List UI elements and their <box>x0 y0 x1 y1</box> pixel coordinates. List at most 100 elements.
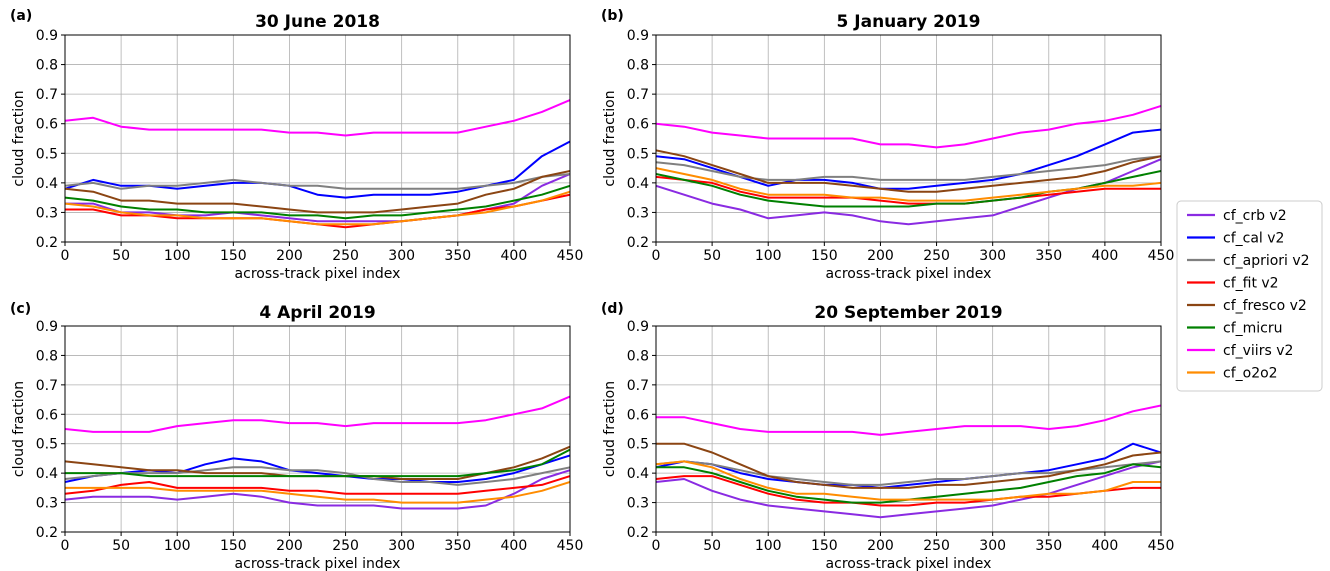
y-tick-label: 0.4 <box>627 466 649 482</box>
legend-label: cf_micru <box>1223 321 1282 337</box>
y-axis-label: cloud fraction <box>602 90 618 186</box>
x-tick-label: 50 <box>112 538 130 554</box>
plot-frame <box>64 325 571 533</box>
series-group <box>656 404 1161 519</box>
panel-title: 20 September 2019 <box>814 303 1002 323</box>
series-group <box>656 105 1161 226</box>
y-tick-label: 0.6 <box>627 407 649 423</box>
y-tick-label: 0.7 <box>36 87 58 103</box>
x-tick-label: 450 <box>1148 248 1175 264</box>
legend-item: cf_o2o2 <box>1187 366 1278 382</box>
legend-label: cf_fresco v2 <box>1223 298 1307 314</box>
legend-label: cf_apriori v2 <box>1223 253 1310 269</box>
x-tick-label: 100 <box>164 538 191 554</box>
x-tick-label: 0 <box>652 538 661 554</box>
x-tick-label: 350 <box>444 248 471 264</box>
series-line-cf-fit-v2 <box>65 475 570 495</box>
legend-item: cf_micru <box>1187 321 1282 337</box>
y-tick-label: 0.6 <box>36 407 58 423</box>
x-tick-label: 400 <box>501 248 528 264</box>
panel-label: (c) <box>10 301 31 317</box>
x-tick-label: 300 <box>388 538 415 554</box>
series-line-cf-cal-v2 <box>656 442 1161 489</box>
series-line-cf-o2o2 <box>656 167 1161 202</box>
x-tick-label: 400 <box>501 538 528 554</box>
chart-panel-d: 0 50 100 150 200 250 300 350 400 450 0.2 0.3 0.4 0.5 0… <box>601 301 1174 571</box>
series-line-cf-o2o2 <box>656 460 1161 501</box>
x-tick-label: 350 <box>444 538 471 554</box>
legend-item: cf_cal v2 <box>1187 231 1284 247</box>
x-tick-label: 200 <box>867 248 894 264</box>
y-tick-label: 0.5 <box>36 146 58 162</box>
series-line-cf-crb-v2 <box>656 460 1161 519</box>
x-tick-label: 150 <box>220 538 247 554</box>
series-line-cf-fresco-v2 <box>65 445 570 480</box>
x-tick-label: 400 <box>1092 248 1119 264</box>
x-tick-label: 50 <box>703 248 721 264</box>
y-tick-label: 0.3 <box>36 496 58 512</box>
series-group <box>65 395 570 510</box>
x-tick-label: 100 <box>755 248 782 264</box>
legend-item: cf_fresco v2 <box>1187 298 1307 314</box>
panel-title: 4 April 2019 <box>259 303 375 323</box>
y-tick-label: 0.6 <box>627 117 649 133</box>
series-line-cf-o2o2 <box>65 190 570 226</box>
y-tick-label: 0.8 <box>36 348 58 364</box>
x-tick-label: 250 <box>332 248 359 264</box>
y-tick-label: 0.9 <box>627 319 649 335</box>
x-tick-label: 250 <box>923 248 950 264</box>
series-line-cf-apriori-v2 <box>65 466 570 486</box>
series-line-cf-viirs-v2 <box>65 99 570 137</box>
series-line-cf-fit-v2 <box>656 475 1161 507</box>
series-line-cf-crb-v2 <box>65 469 570 510</box>
y-tick-label: 0.5 <box>36 437 58 453</box>
chart-panel-b: 0 50 100 150 200 250 300 350 400 450 0.2 0.3 0.4 0.5 0… <box>601 8 1174 282</box>
y-tick-label: 0.2 <box>627 525 649 541</box>
y-axis-label: cloud fraction <box>11 90 27 186</box>
x-tick-label: 50 <box>703 538 721 554</box>
y-tick-label: 0.4 <box>36 466 58 482</box>
x-tick-label: 300 <box>388 248 415 264</box>
series-line-cf-apriori-v2 <box>656 155 1161 181</box>
x-tick-label: 350 <box>1035 248 1062 264</box>
series-line-cf-fresco-v2 <box>656 149 1161 193</box>
legend: cf_crb v2 cf_cal v2 cf_apriori v2 cf_fit v2… <box>1176 200 1323 392</box>
legend-item: cf_viirs v2 <box>1187 343 1293 359</box>
x-tick-label: 0 <box>61 248 70 264</box>
y-axis-label: cloud fraction <box>602 381 618 477</box>
y-tick-label: 0.3 <box>627 496 649 512</box>
x-tick-label: 300 <box>979 248 1006 264</box>
x-axis-label: across-track pixel index <box>235 266 401 282</box>
legend-label: cf_o2o2 <box>1223 366 1278 382</box>
x-tick-label: 0 <box>61 538 70 554</box>
panel-title: 30 June 2018 <box>255 12 380 32</box>
legend-label: cf_cal v2 <box>1223 231 1284 247</box>
x-tick-label: 200 <box>867 538 894 554</box>
x-tick-label: 450 <box>557 538 584 554</box>
x-tick-label: 250 <box>332 538 359 554</box>
panel-label: (d) <box>601 301 624 317</box>
y-tick-label: 0.9 <box>36 28 58 44</box>
x-axis-label: across-track pixel index <box>235 556 401 571</box>
y-tick-label: 0.8 <box>36 58 58 74</box>
y-tick-label: 0.2 <box>36 235 58 251</box>
legend-item: cf_crb v2 <box>1187 208 1287 224</box>
y-tick-label: 0.9 <box>627 28 649 44</box>
y-tick-label: 0.7 <box>627 87 649 103</box>
panel-label: (b) <box>601 8 624 24</box>
x-tick-label: 100 <box>755 538 782 554</box>
x-axis-label: across-track pixel index <box>826 266 992 282</box>
series-line-cf-viirs-v2 <box>656 404 1161 436</box>
y-tick-label: 0.3 <box>36 205 58 221</box>
plot-frame <box>655 325 1162 533</box>
x-tick-label: 150 <box>811 538 838 554</box>
x-tick-label: 150 <box>220 248 247 264</box>
x-tick-label: 100 <box>164 248 191 264</box>
series-line-cf-o2o2 <box>65 481 570 504</box>
chart-panel-a: 0 50 100 150 200 250 300 350 400 450 0.2 0.3 0.4 0.5 0… <box>10 8 583 282</box>
y-tick-label: 0.4 <box>627 176 649 192</box>
y-tick-label: 0.6 <box>36 117 58 133</box>
y-tick-label: 0.2 <box>36 525 58 541</box>
y-tick-label: 0.8 <box>627 348 649 364</box>
